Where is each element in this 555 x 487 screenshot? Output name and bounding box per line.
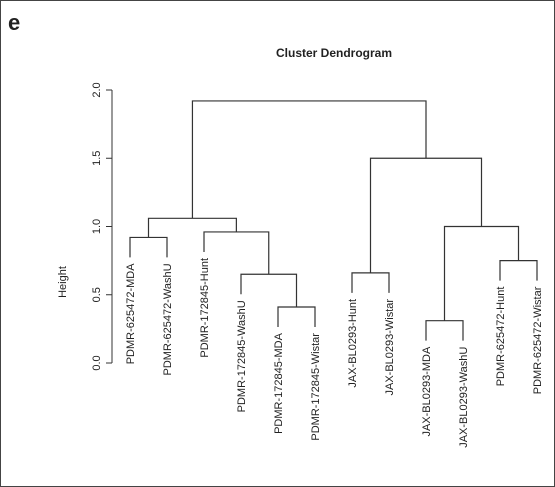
- leaf-label: JAX-BL0293-Hunt: [347, 299, 359, 388]
- leaf-label: PDMR-172845-Hunt: [199, 258, 211, 358]
- leaf-label: JAX-BL0293-WashU: [458, 347, 470, 448]
- leaf-label: PDMR-625472-Wistar: [532, 286, 544, 394]
- y-tick-label: 1.5: [91, 151, 103, 166]
- y-tick-label: 1.0: [91, 219, 103, 234]
- leaf-label: PDMR-172845-Wistar: [310, 333, 322, 441]
- merge-link: [191, 100, 427, 219]
- leaf-label: PDMR-625472-MDA: [125, 263, 137, 365]
- y-tick-label: 0.5: [91, 287, 103, 302]
- leaf-label: PDMR-172845-MDA: [273, 332, 285, 434]
- y-axis-label: Height: [57, 266, 69, 298]
- chart-title: Cluster Dendrogram: [276, 46, 392, 60]
- panel-label: e: [8, 10, 20, 35]
- leaf-label: PDMR-172845-WashU: [236, 300, 248, 412]
- leaf-label: JAX-BL0293-MDA: [421, 346, 433, 437]
- leaf-label: PDMR-625472-WashU: [162, 263, 174, 375]
- leaf-label: PDMR-625472-Hunt: [495, 287, 507, 387]
- leaf-label: JAX-BL0293-Wistar: [384, 299, 396, 396]
- y-tick-label: 0.0: [91, 355, 103, 370]
- y-tick-label: 2.0: [91, 82, 103, 97]
